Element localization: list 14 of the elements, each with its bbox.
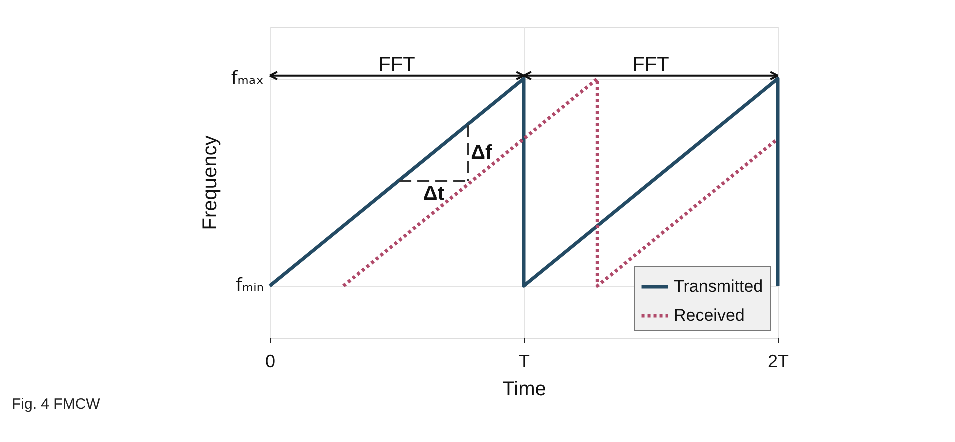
text: FFT bbox=[632, 54, 670, 76]
x-tick-label: 0 bbox=[265, 352, 276, 372]
text: fₘᵢₙ bbox=[236, 275, 264, 296]
text: FFT bbox=[378, 54, 416, 76]
annotation: Δf bbox=[471, 142, 492, 164]
x-axis-title: Time bbox=[502, 378, 546, 400]
legend-label: Received bbox=[674, 306, 745, 325]
y-axis-title: Frequency bbox=[200, 136, 222, 230]
x-tick-label: T bbox=[519, 352, 530, 372]
text: fₘₐₓ bbox=[231, 68, 264, 89]
annotation: Δt bbox=[423, 182, 445, 205]
x-tick-label: 2T bbox=[768, 352, 790, 372]
caption: Fig. 4 FMCW bbox=[12, 396, 102, 413]
legend-label: Transmitted bbox=[674, 277, 764, 296]
